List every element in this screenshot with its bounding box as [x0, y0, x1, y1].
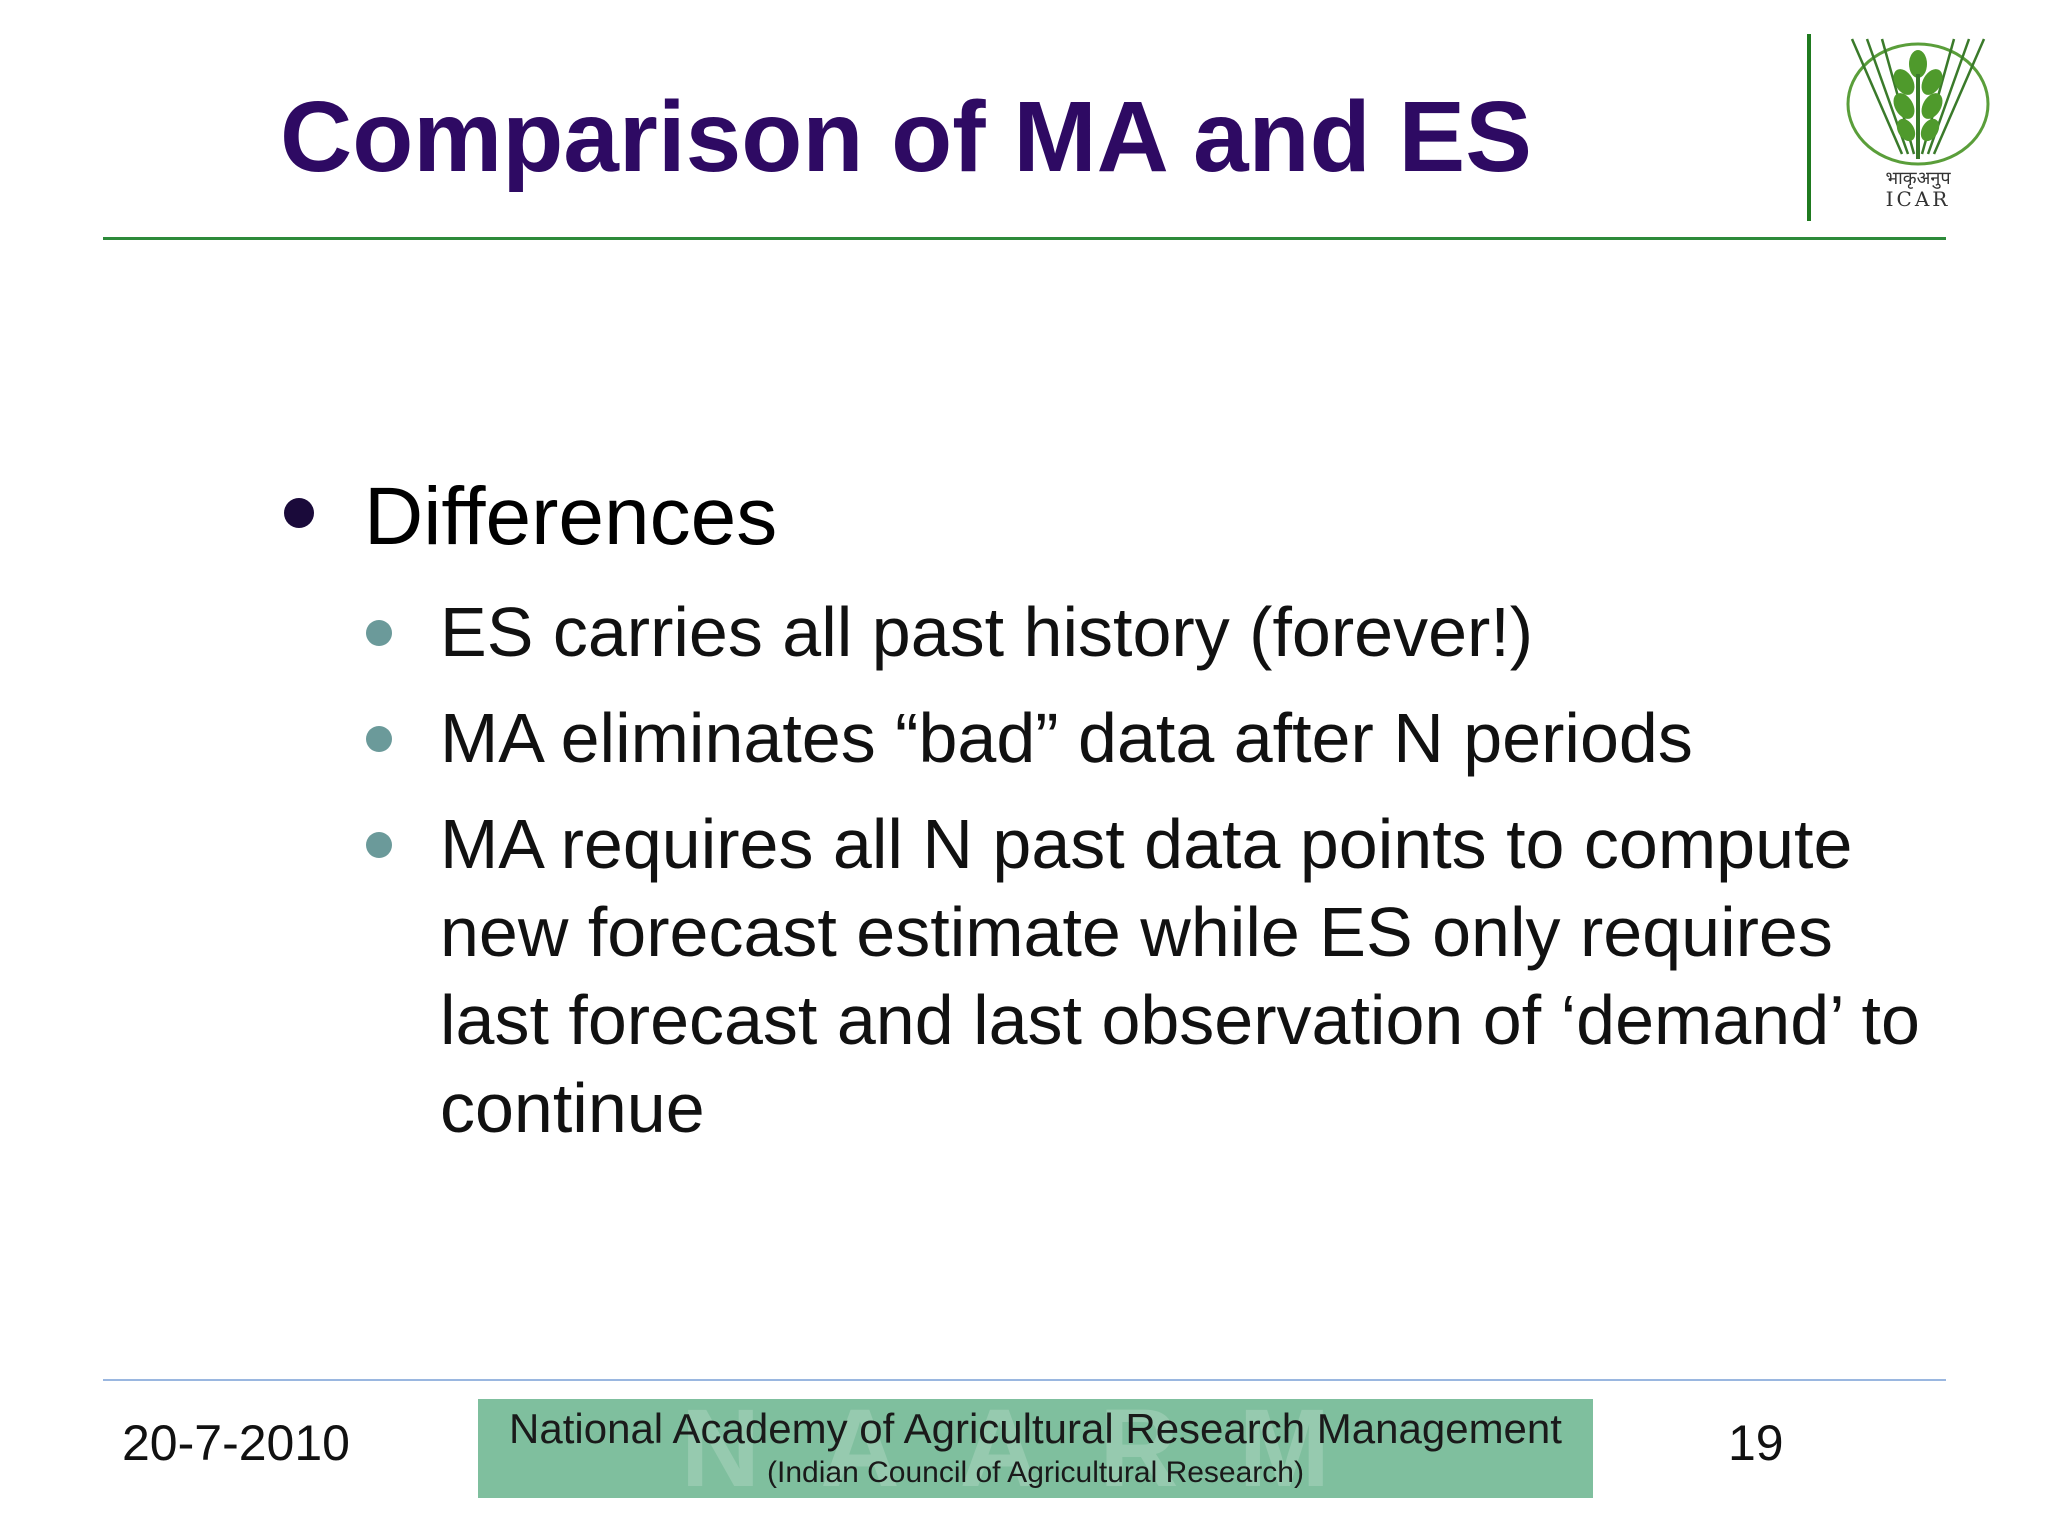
icar-logo: भाकृअनुप ICAR: [1832, 34, 2004, 212]
wheat-logo-icon: भाकृअनुप ICAR: [1846, 38, 1990, 211]
title-divider: [103, 237, 1946, 240]
sub-bullet-dot-icon: [366, 620, 392, 646]
logo-divider: [1807, 34, 1811, 221]
bullet-dot-icon: [284, 498, 314, 528]
sub-bullet-text: MA eliminates “bad” data after N periods: [440, 699, 1693, 777]
sub-bullet-text: ES carries all past history (forever!): [440, 593, 1534, 671]
footer-date: 20-7-2010: [122, 1415, 350, 1471]
banner-subtitle: (Indian Council of Agricultural Research…: [767, 1456, 1304, 1489]
logo-text: ICAR: [1886, 187, 1951, 211]
footer-banner: NAARM National Academy of Agricultural R…: [478, 1399, 1593, 1498]
banner-title: National Academy of Agricultural Researc…: [509, 1405, 1562, 1452]
slide-title: Comparison of MA and ES: [280, 81, 1532, 193]
sub-bullet-dot-icon: [366, 726, 392, 752]
logo-hindi-text: भाकृअनुप: [1885, 168, 1951, 189]
bullet-heading-text: Differences: [364, 471, 778, 562]
footer-divider: [103, 1379, 1946, 1381]
sub-bullet-text: MA requires all N past data points to co…: [440, 805, 1920, 1147]
banner-watermark: NAARM: [680, 1399, 1391, 1498]
sub-bullet-dot-icon: [366, 832, 392, 858]
page-number: 19: [1728, 1415, 1784, 1471]
